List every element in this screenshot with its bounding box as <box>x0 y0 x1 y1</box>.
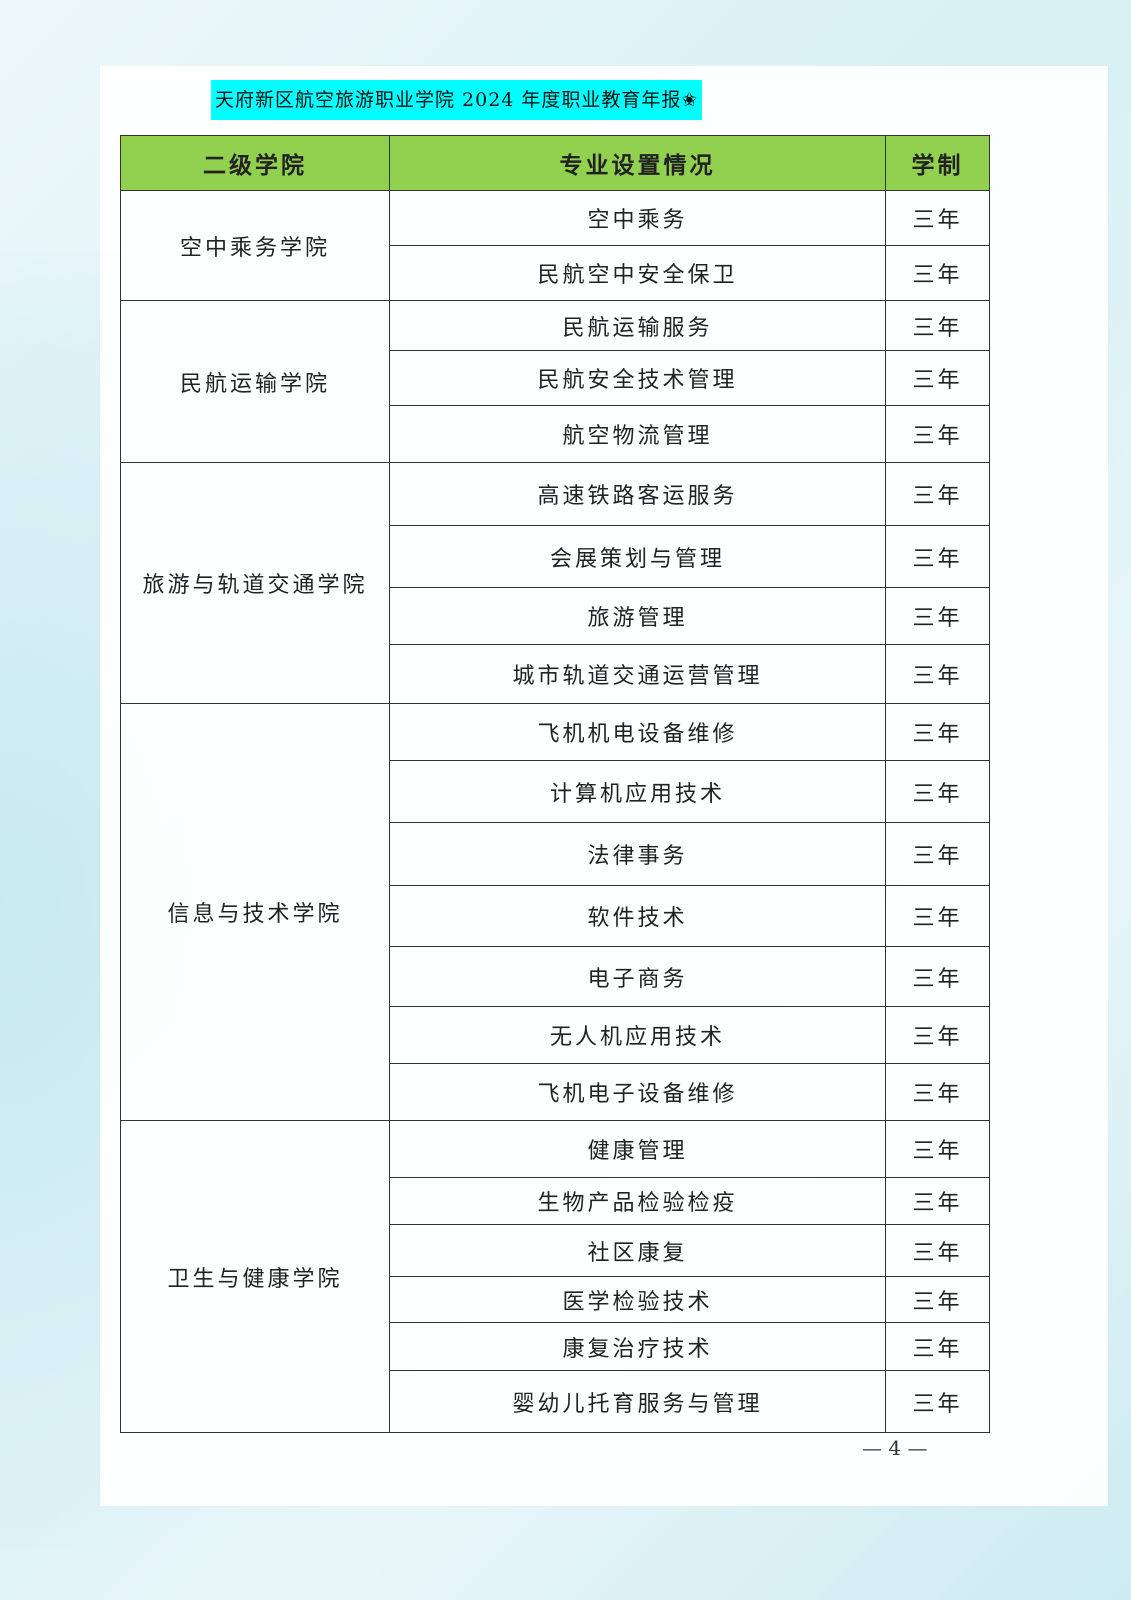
column-header-college: 二级学院 <box>120 135 390 191</box>
major-cell: 健康管理 <box>389 1120 886 1178</box>
college-cell: 旅游与轨道交通学院 <box>120 462 390 704</box>
major-cell: 生物产品检验检疫 <box>389 1177 886 1225</box>
duration-cell: 三年 <box>885 462 990 526</box>
table-row: 航空物流管理 三年 <box>121 405 990 463</box>
table-row: 民航空中安全保卫 三年 <box>121 245 990 301</box>
column-header-duration: 学制 <box>885 135 990 191</box>
duration-cell: 三年 <box>885 1224 990 1277</box>
duration-cell: 三年 <box>885 1006 990 1064</box>
major-cell: 民航运输服务 <box>389 300 886 351</box>
duration-cell: 三年 <box>885 190 990 246</box>
table-row: 飞机电子设备维修 三年 <box>121 1063 990 1121</box>
college-cell: 卫生与健康学院 <box>120 1120 390 1433</box>
major-cell: 会展策划与管理 <box>389 525 886 588</box>
table-header-row: 二级学院 专业设置情况 学制 <box>120 135 990 191</box>
table-row: 婴幼儿托育服务与管理 三年 <box>121 1370 990 1433</box>
duration-cell: 三年 <box>885 525 990 588</box>
college-cell: 信息与技术学院 <box>120 703 390 1121</box>
duration-cell: 三年 <box>885 1063 990 1121</box>
duration-cell: 三年 <box>885 587 990 645</box>
college-cell: 空中乘务学院 <box>120 190 390 301</box>
table-row: 旅游管理 三年 <box>121 587 990 645</box>
major-cell: 飞机电子设备维修 <box>389 1063 886 1121</box>
duration-cell: 三年 <box>885 760 990 823</box>
major-cell: 医学检验技术 <box>389 1276 886 1323</box>
duration-cell: 三年 <box>885 1322 990 1371</box>
major-cell: 计算机应用技术 <box>389 760 886 823</box>
major-cell: 高速铁路客运服务 <box>389 462 886 526</box>
college-cell: 民航运输学院 <box>120 300 390 463</box>
table-body: 空中乘务学院 空中乘务 三年 民航空中安全保卫 三年 民航运输学院 民航运输服务 三年 民航安全… <box>120 190 990 1433</box>
table-row: 生物产品检验检疫 三年 <box>121 1177 990 1225</box>
table-row: 无人机应用技术 三年 <box>121 1006 990 1064</box>
duration-cell: 三年 <box>885 300 990 351</box>
table-row: 软件技术 三年 <box>121 885 990 947</box>
major-cell: 社区康复 <box>389 1224 886 1277</box>
duration-cell: 三年 <box>885 946 990 1007</box>
major-cell: 康复治疗技术 <box>389 1322 886 1371</box>
duration-cell: 三年 <box>885 885 990 947</box>
table-row: 空中乘务学院 空中乘务 三年 <box>120 190 990 301</box>
duration-cell: 三年 <box>885 245 990 301</box>
page-number: — 4 — <box>862 1436 928 1460</box>
table-row: 医学检验技术 三年 <box>121 1276 990 1323</box>
duration-cell: 三年 <box>885 644 990 704</box>
table-row: 会展策划与管理 三年 <box>121 525 990 588</box>
major-cell: 无人机应用技术 <box>389 1006 886 1064</box>
duration-cell: 三年 <box>885 1120 990 1178</box>
duration-cell: 三年 <box>885 1276 990 1323</box>
duration-cell: 三年 <box>885 703 990 761</box>
column-header-major: 专业设置情况 <box>389 135 886 191</box>
table-row: 卫生与健康学院 健康管理 三年 <box>120 1120 990 1433</box>
major-cell: 民航空中安全保卫 <box>389 245 886 301</box>
major-cell: 民航安全技术管理 <box>389 350 886 406</box>
table-row: 康复治疗技术 三年 <box>121 1322 990 1371</box>
major-cell: 旅游管理 <box>389 587 886 645</box>
major-cell: 电子商务 <box>389 946 886 1007</box>
duration-cell: 三年 <box>885 405 990 463</box>
duration-cell: 三年 <box>885 1370 990 1433</box>
table-row: 旅游与轨道交通学院 高速铁路客运服务 三年 <box>120 462 990 704</box>
table-row: 民航安全技术管理 三年 <box>121 350 990 406</box>
table-row: 信息与技术学院 飞机机电设备维修 三年 <box>120 703 990 1121</box>
major-cell: 飞机机电设备维修 <box>389 703 886 761</box>
duration-cell: 三年 <box>885 350 990 406</box>
report-header-title: 天府新区航空旅游职业学院 2024 年度职业教育年报✬ <box>211 80 703 120</box>
table-row: 民航运输学院 民航运输服务 三年 <box>120 300 990 463</box>
table-row: 城市轨道交通运营管理 三年 <box>121 644 990 704</box>
major-cell: 婴幼儿托育服务与管理 <box>389 1370 886 1433</box>
duration-cell: 三年 <box>885 1177 990 1225</box>
duration-cell: 三年 <box>885 822 990 886</box>
major-cell: 空中乘务 <box>389 190 886 246</box>
major-cell: 航空物流管理 <box>389 405 886 463</box>
major-cell: 软件技术 <box>389 885 886 947</box>
major-cell: 法律事务 <box>389 822 886 886</box>
majors-table: 二级学院 专业设置情况 学制 空中乘务学院 空中乘务 三年 民航空中安全保卫 三年 民航运… <box>120 135 990 1433</box>
table-row: 电子商务 三年 <box>121 946 990 1007</box>
major-cell: 城市轨道交通运营管理 <box>389 644 886 704</box>
